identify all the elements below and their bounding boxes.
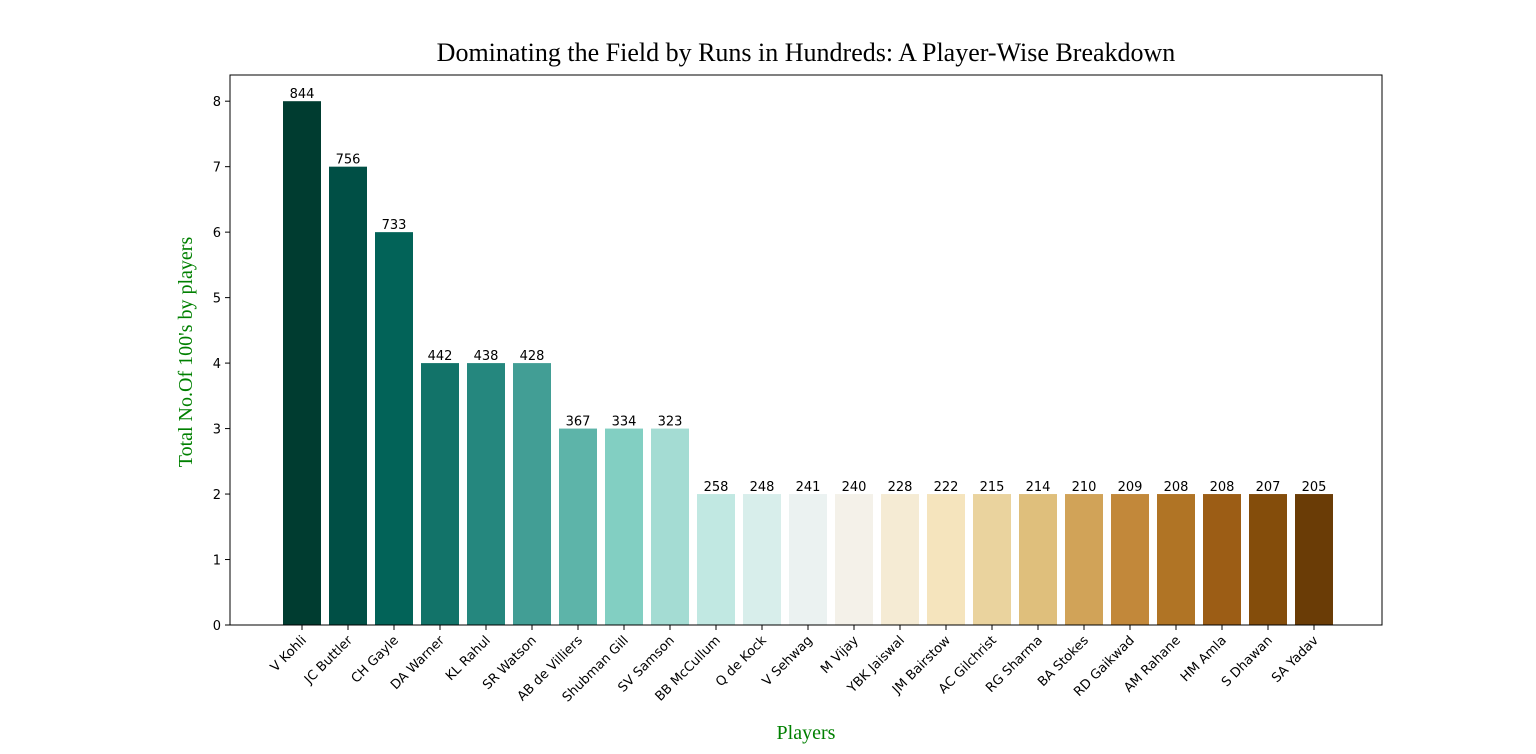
bar-value-label: 844 xyxy=(290,87,315,102)
bar-value-label: 209 xyxy=(1118,480,1143,495)
bar xyxy=(651,428,689,625)
x-tick-label: M Vijay xyxy=(818,633,862,677)
y-tick-label: 2 xyxy=(213,488,221,503)
bar xyxy=(605,428,643,625)
y-tick-label: 3 xyxy=(213,423,221,438)
bar-value-label: 334 xyxy=(612,415,637,430)
x-tick-label: SA Yadav xyxy=(1269,633,1322,686)
bar-value-label: 442 xyxy=(428,349,453,364)
bar-value-label: 208 xyxy=(1164,480,1189,495)
bar xyxy=(1065,494,1103,625)
bar-value-label: 258 xyxy=(704,480,729,495)
y-tick-label: 1 xyxy=(213,554,221,569)
bar xyxy=(1111,494,1149,625)
bar xyxy=(881,494,919,625)
y-tick-label: 5 xyxy=(213,292,221,307)
bar xyxy=(789,494,827,625)
bar xyxy=(835,494,873,625)
x-axis-label: Players xyxy=(777,722,836,744)
bars-group xyxy=(283,101,1333,625)
bar xyxy=(1157,494,1195,625)
bar-value-label: 228 xyxy=(888,480,913,495)
y-axis-label: Total No.Of 100's by players xyxy=(175,237,197,468)
bar xyxy=(1019,494,1057,625)
bar xyxy=(1249,494,1287,625)
bar xyxy=(467,363,505,625)
bar xyxy=(973,494,1011,625)
bar-value-label: 756 xyxy=(336,153,361,168)
bar-value-label: 205 xyxy=(1302,480,1327,495)
bar-value-label: 428 xyxy=(520,349,545,364)
bar xyxy=(743,494,781,625)
bar xyxy=(329,166,367,625)
y-tick-label: 6 xyxy=(213,226,221,241)
bar-value-label: 210 xyxy=(1072,480,1097,495)
bar-value-label: 240 xyxy=(842,480,867,495)
bar-value-label: 733 xyxy=(382,218,407,233)
bar-value-label: 215 xyxy=(980,480,1005,495)
bar-value-label: 241 xyxy=(796,480,821,495)
y-axis: 0 1 2 3 4 5 6 7 8 xyxy=(213,95,230,634)
y-tick-label: 0 xyxy=(213,619,221,634)
bar-value-label: 214 xyxy=(1026,480,1051,495)
bar-value-label: 323 xyxy=(658,415,683,430)
y-tick-label: 4 xyxy=(213,357,221,372)
bar-value-label: 367 xyxy=(566,415,591,430)
bar xyxy=(927,494,965,625)
bar xyxy=(697,494,735,625)
x-tick-label: V Kohli xyxy=(268,633,310,675)
y-tick-label: 8 xyxy=(213,95,221,110)
bar xyxy=(559,428,597,625)
bar-labels-group: 844 756 733 442 438 428 367 334 323 258 248 241 240 2… xyxy=(290,87,1327,495)
bar xyxy=(1295,494,1333,625)
x-tick-label: V Sehwag xyxy=(760,633,816,689)
bar xyxy=(513,363,551,625)
bar xyxy=(1203,494,1241,625)
bar xyxy=(375,232,413,625)
bar xyxy=(421,363,459,625)
x-tick-label: JC Buttler xyxy=(301,633,356,688)
bar xyxy=(283,101,321,625)
bar-value-label: 207 xyxy=(1256,480,1281,495)
bar-value-label: 438 xyxy=(474,349,499,364)
bar-value-label: 208 xyxy=(1210,480,1235,495)
y-tick-label: 7 xyxy=(213,161,221,176)
bar-value-label: 248 xyxy=(750,480,775,495)
plot-frame xyxy=(229,74,1383,626)
bar-value-label: 222 xyxy=(934,480,959,495)
chart-title: Dominating the Field by Runs in Hundreds… xyxy=(437,38,1176,67)
